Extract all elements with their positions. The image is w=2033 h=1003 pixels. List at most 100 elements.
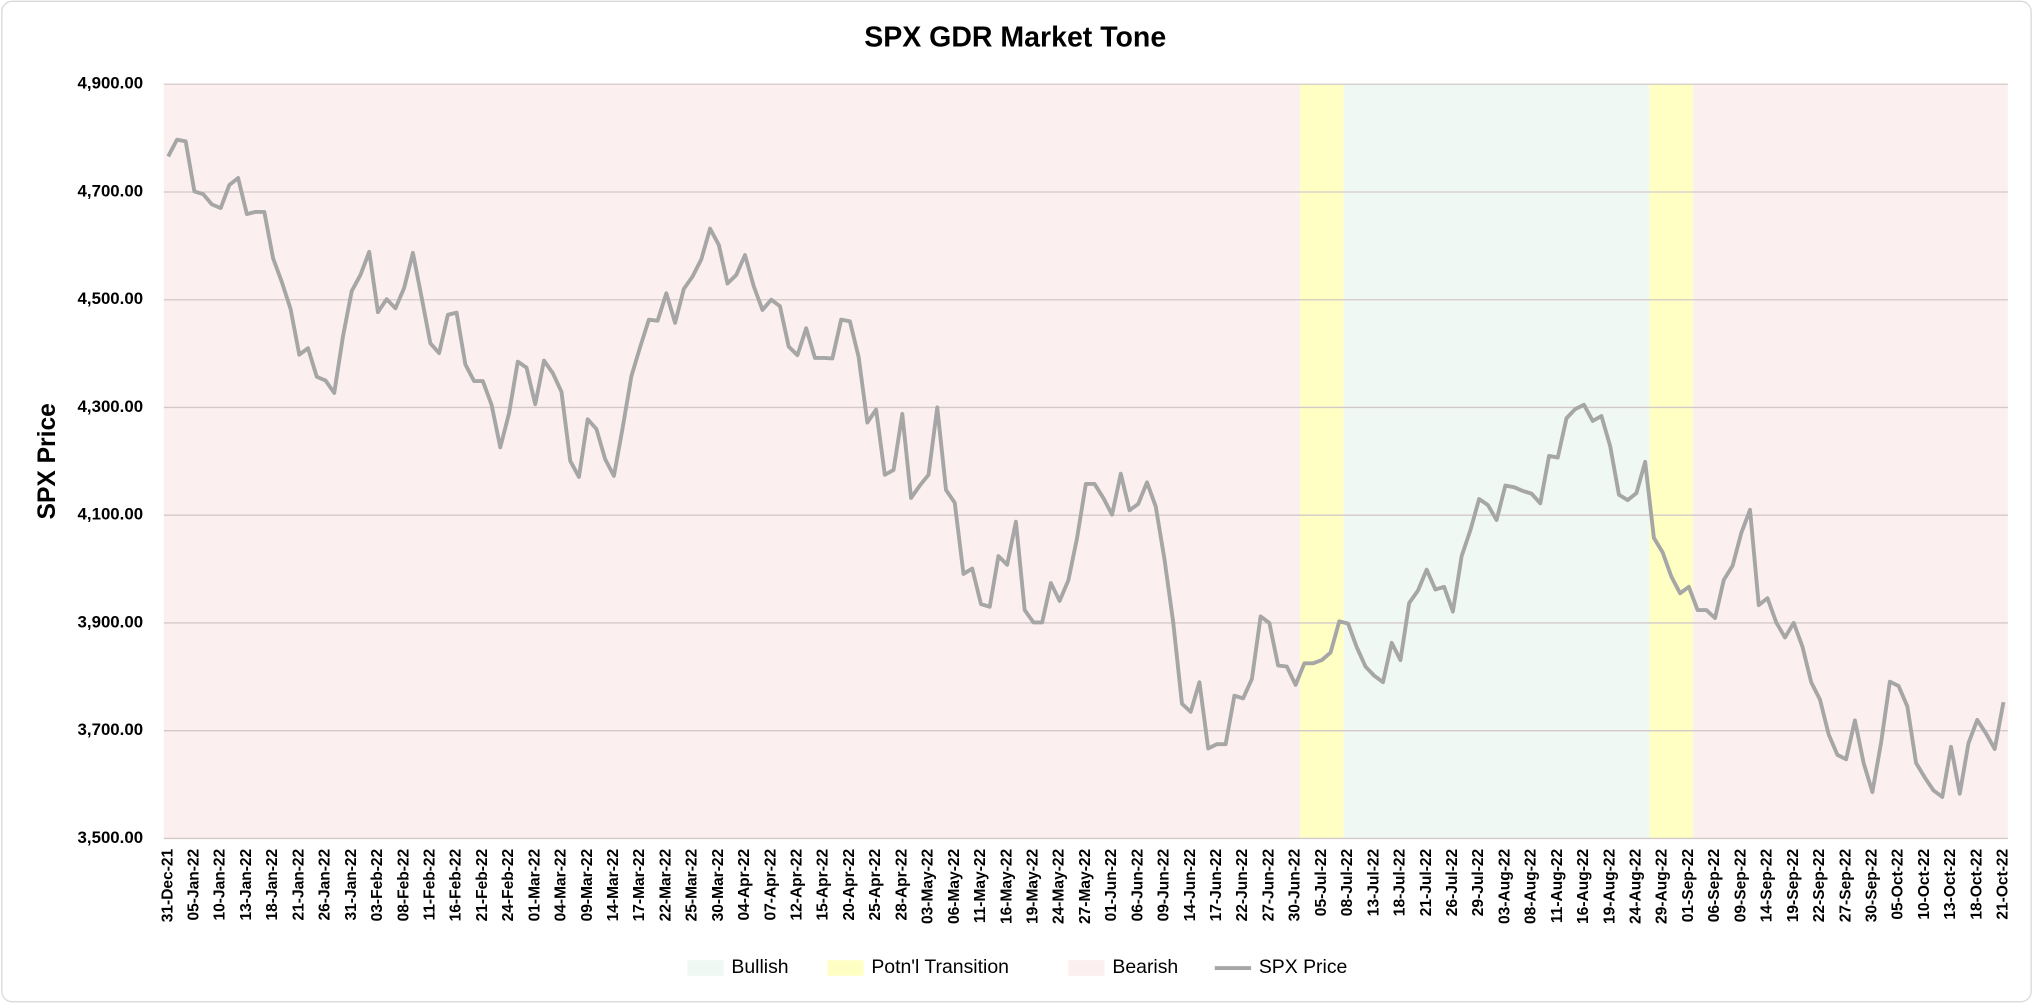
y-tick-label: 3,900.00 bbox=[78, 612, 144, 631]
x-tick-label: 22-Mar-22 bbox=[657, 848, 674, 921]
legend-label: Bullish bbox=[731, 956, 788, 978]
x-tick-label: 18-Jan-22 bbox=[264, 848, 281, 920]
tone-band bbox=[1343, 84, 1650, 839]
x-tick-label: 29-Jul-22 bbox=[1470, 848, 1487, 916]
x-tick-label: 10-Jan-22 bbox=[212, 848, 229, 920]
x-tick-label: 01-Sep-22 bbox=[1680, 848, 1697, 922]
y-tick-label: 4,500.00 bbox=[78, 289, 144, 308]
x-tick-label: 15-Apr-22 bbox=[815, 848, 832, 920]
x-tick-label: 24-May-22 bbox=[1051, 848, 1068, 924]
tone-band bbox=[1299, 84, 1344, 839]
x-tick-label: 20-Apr-22 bbox=[841, 848, 858, 920]
x-tick-label: 05-Jan-22 bbox=[186, 848, 203, 920]
x-tick-label: 29-Aug-22 bbox=[1654, 848, 1671, 924]
x-tick-label: 08-Aug-22 bbox=[1523, 848, 1540, 924]
x-tick-label: 22-Sep-22 bbox=[1811, 848, 1828, 922]
tone-band bbox=[1649, 84, 1694, 839]
y-tick-label: 4,900.00 bbox=[78, 74, 144, 93]
x-tick-label: 25-Mar-22 bbox=[684, 848, 701, 921]
x-tick-label: 08-Feb-22 bbox=[395, 848, 412, 921]
x-tick-label: 04-Apr-22 bbox=[736, 848, 753, 920]
x-tick-label: 04-Mar-22 bbox=[553, 848, 570, 921]
x-tick-label: 16-May-22 bbox=[998, 848, 1015, 924]
x-tick-label: 03-Aug-22 bbox=[1496, 848, 1513, 924]
legend-swatch bbox=[827, 960, 864, 976]
x-tick-label: 19-May-22 bbox=[1025, 848, 1042, 924]
x-tick-label: 01-Mar-22 bbox=[526, 848, 543, 921]
x-tick-label: 07-Apr-22 bbox=[762, 848, 779, 920]
x-tick-label: 11-May-22 bbox=[972, 848, 989, 923]
x-tick-label: 03-May-22 bbox=[920, 848, 937, 924]
x-tick-label: 21-Jan-22 bbox=[290, 848, 307, 920]
legend: Bullish Potn'l Transition Bearish SPX Price bbox=[687, 956, 1347, 978]
y-tick-label: 3,700.00 bbox=[78, 720, 144, 739]
x-tick-label: 19-Aug-22 bbox=[1601, 848, 1618, 924]
x-tick-label: 06-May-22 bbox=[946, 848, 963, 924]
x-tick-label: 19-Sep-22 bbox=[1785, 848, 1802, 922]
x-tick-label: 09-Sep-22 bbox=[1732, 848, 1749, 922]
x-tick-label: 30-Jun-22 bbox=[1287, 848, 1304, 921]
x-tick-label: 13-Jan-22 bbox=[238, 848, 255, 920]
x-tick-label: 13-Oct-22 bbox=[1942, 848, 1959, 919]
y-tick-label: 4,300.00 bbox=[78, 397, 144, 416]
x-tick-label: 26-Jul-22 bbox=[1444, 848, 1461, 916]
x-tick-label: 30-Sep-22 bbox=[1863, 848, 1880, 922]
x-tick-label: 26-Jan-22 bbox=[317, 848, 334, 920]
x-tick-label: 13-Jul-22 bbox=[1365, 848, 1382, 916]
x-tick-label: 14-Jun-22 bbox=[1182, 848, 1199, 921]
x-tick-label: 24-Feb-22 bbox=[500, 848, 517, 921]
x-tick-label: 03-Feb-22 bbox=[369, 848, 386, 921]
x-tick-label: 21-Jul-22 bbox=[1418, 848, 1435, 916]
legend-swatch bbox=[687, 960, 724, 976]
x-tick-label: 09-Jun-22 bbox=[1156, 848, 1173, 921]
chart-title: SPX GDR Market Tone bbox=[864, 21, 1166, 53]
x-tick-label: 01-Jun-22 bbox=[1103, 848, 1120, 921]
x-tick-label: 12-Apr-22 bbox=[789, 848, 806, 920]
legend-label: Bearish bbox=[1112, 956, 1178, 978]
x-tick-label: 05-Jul-22 bbox=[1313, 848, 1330, 916]
x-tick-label: 31-Dec-21 bbox=[159, 848, 176, 922]
x-tick-label: 25-Apr-22 bbox=[867, 848, 884, 920]
x-tick-label: 28-Apr-22 bbox=[893, 848, 910, 920]
lines bbox=[166, 137, 2006, 799]
y-tick-label: 4,700.00 bbox=[78, 181, 144, 200]
x-tick-label: 17-Mar-22 bbox=[631, 848, 648, 921]
x-tick-label: 21-Oct-22 bbox=[1995, 848, 2012, 919]
x-tick-label: 27-May-22 bbox=[1077, 848, 1094, 924]
grid bbox=[163, 83, 2008, 840]
x-tick-label: 05-Oct-22 bbox=[1890, 848, 1907, 919]
x-tick-label: 09-Mar-22 bbox=[579, 848, 596, 921]
x-tick-label: 17-Jun-22 bbox=[1208, 848, 1225, 921]
x-tick-label: 06-Sep-22 bbox=[1706, 848, 1723, 922]
x-tick-label: 10-Oct-22 bbox=[1916, 848, 1933, 919]
x-tick-label: 27-Jun-22 bbox=[1260, 848, 1277, 921]
x-tick-label: 14-Sep-22 bbox=[1759, 848, 1776, 922]
tone-band bbox=[163, 84, 1300, 839]
x-tick-label: 22-Jun-22 bbox=[1234, 848, 1251, 921]
x-tick-label: 27-Sep-22 bbox=[1837, 848, 1854, 922]
y-axis-label: SPX Price bbox=[34, 403, 61, 519]
x-tick-label: 16-Aug-22 bbox=[1575, 848, 1592, 924]
x-tick-label: 14-Mar-22 bbox=[605, 848, 622, 921]
legend-swatch bbox=[1068, 960, 1105, 976]
x-tick-label: 21-Feb-22 bbox=[474, 848, 491, 921]
x-tick-label: 31-Jan-22 bbox=[343, 848, 360, 920]
x-tick-label: 18-Oct-22 bbox=[1968, 848, 1985, 919]
x-tick-label: 30-Mar-22 bbox=[710, 848, 727, 921]
legend-label: SPX Price bbox=[1259, 956, 1348, 978]
x-tick-label: 11-Feb-22 bbox=[421, 848, 438, 920]
x-tick-label: 18-Jul-22 bbox=[1392, 848, 1409, 916]
y-tick-label: 4,100.00 bbox=[78, 505, 144, 524]
tone-band bbox=[1693, 84, 2008, 839]
x-tick-label: 11-Aug-22 bbox=[1549, 848, 1566, 923]
x-tick-label: 16-Feb-22 bbox=[448, 848, 465, 921]
price-line bbox=[166, 137, 2006, 799]
y-tick-label: 3,500.00 bbox=[78, 828, 144, 847]
x-tick-label: 06-Jun-22 bbox=[1129, 848, 1146, 921]
legend-label: Potn'l Transition bbox=[871, 956, 1009, 978]
bands bbox=[163, 84, 2008, 839]
x-tick-label: 24-Aug-22 bbox=[1628, 848, 1645, 924]
axes: 3,500.00 3,700.00 3,900.00 4,100.00 4,300.00… bbox=[78, 74, 2012, 924]
